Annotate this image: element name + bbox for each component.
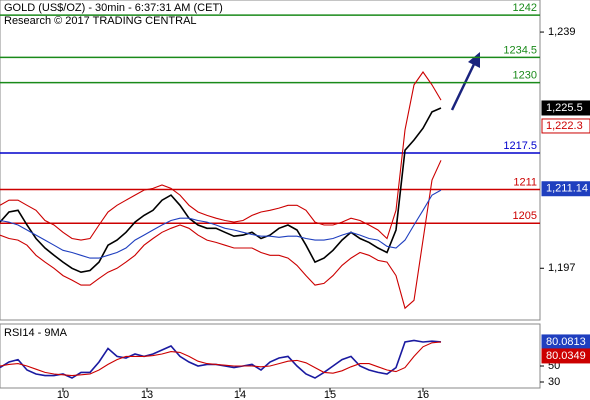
level-label: 1217.5	[503, 140, 537, 152]
price-tag-label: 1,225.5	[546, 102, 583, 114]
rsi-title: RSI14 - 9MA	[4, 327, 68, 339]
price-tag	[541, 181, 590, 197]
chart-title: GOLD (US$/OZ) - 30min - 6:37:31 AM (CET)	[4, 2, 223, 14]
price-tag	[541, 118, 590, 134]
y-tick-label: 1,197	[548, 262, 576, 274]
level-label: 1234.5	[503, 44, 537, 56]
series-line	[0, 189, 442, 259]
level-label: 1205	[513, 210, 537, 222]
rsi-pane	[0, 323, 541, 389]
price-tag-label: 80.0349	[546, 350, 586, 362]
x-tick-label: 16	[417, 389, 429, 400]
y-tick-label: 30	[548, 376, 560, 388]
x-tick-label: 10	[57, 389, 69, 400]
series-line	[0, 107, 442, 274]
price-tag	[541, 100, 590, 116]
x-tick-label: 13	[141, 389, 153, 400]
x-tick-label: 14	[234, 389, 246, 400]
trend-arrow	[450, 59, 478, 111]
level-label: 1211	[513, 176, 537, 188]
chart-subtitle: Research © 2017 TRADING CENTRAL	[4, 15, 197, 27]
price-tag-label: 1,222.3	[546, 120, 583, 132]
main-pane	[0, 0, 541, 321]
price-tag-label: 1,211.14	[546, 183, 588, 195]
price-tag	[541, 348, 590, 364]
price-tag-label: 80.0813	[546, 336, 586, 348]
level-label: 1242	[513, 2, 537, 14]
y-tick-label: 1,239	[548, 26, 576, 38]
arrow-head	[468, 52, 480, 68]
level-label: 1230	[513, 70, 537, 82]
series-line	[0, 160, 442, 310]
series-line	[0, 71, 442, 241]
series-line	[0, 341, 442, 377]
x-tick-label: 15	[324, 389, 336, 400]
series-line	[0, 339, 442, 379]
